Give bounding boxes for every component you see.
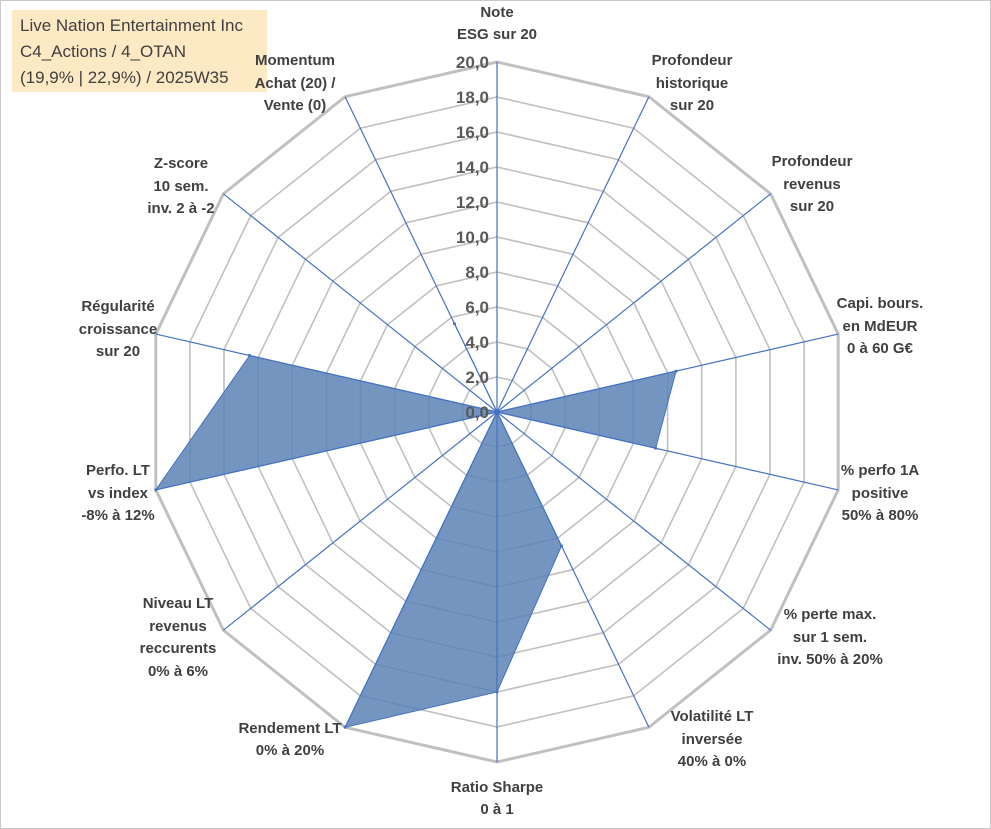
data-point-13 (495, 410, 499, 414)
title-line-category: C4_Actions / 4_OTAN (20, 42, 186, 61)
data-point-5 (654, 446, 658, 450)
data-point-12 (248, 354, 252, 357)
data-point-7 (560, 544, 563, 548)
axis-label-line: 50% à 80% (841, 507, 919, 525)
axis-label-line: Momentum (255, 52, 335, 70)
axis-label-line: Profondeur (771, 153, 853, 171)
axis-label-6: % perte max. sur 1 sem. inv. 50% à 20% (750, 604, 910, 672)
axis-label-line: sur 20 (95, 343, 141, 361)
spoke-9 (344, 411, 498, 728)
axis-label-line: ESG sur 20 (456, 26, 538, 43)
axis-label-line: Volatilité LT (670, 708, 754, 726)
tick-label-6: 12,0 (456, 193, 489, 212)
spoke-12 (155, 333, 498, 413)
tick-label-8: 16,0 (456, 123, 489, 142)
axis-label-line: 40% à 0% (677, 753, 747, 771)
axis-label-line: croissance (78, 320, 158, 338)
axis-label-line: Vente (0) (263, 97, 327, 115)
axis-label-line: Z-score (153, 155, 209, 173)
axis-label-line: Perfo. LT (86, 462, 150, 480)
tick-label-10: 20,0 (456, 53, 489, 72)
axis-label-line: positive (851, 484, 909, 502)
axis-label-line: 0% à 6% (147, 662, 209, 680)
tick-label-5: 10,0 (456, 228, 489, 247)
axis-label-line: % perfo 1A (840, 462, 920, 480)
axis-label-line: sur 20 (789, 198, 835, 216)
tick-label-3: 6,0 (465, 298, 489, 317)
axis-label-8: Ratio Sharpe 0 à 1 (417, 777, 577, 822)
chart-title-box: Live Nation Entertainment Inc C4_Actions… (12, 10, 267, 92)
axis-label-9: Rendement LT 0% à 20% (210, 718, 370, 763)
spoke-3 (496, 193, 771, 413)
tick-label-1: 2,0 (465, 368, 489, 387)
tick-label-7: 14,0 (456, 158, 489, 177)
axis-label-line: historique (655, 74, 729, 92)
axis-label-3: Profondeur revenus sur 20 (732, 151, 892, 219)
axis-label-line: Régularité (81, 298, 155, 316)
tick-label-9: 18,0 (456, 88, 489, 107)
axis-label-line: inv. 2 à -2 (147, 200, 215, 218)
spoke-14 (344, 96, 498, 413)
axis-label-12: Régularité croissance sur 20 (38, 296, 198, 364)
data-point-8 (495, 690, 499, 694)
axis-label-line: 0 à 1 (480, 801, 514, 818)
axis-label-5: % perfo 1A positive 50% à 80% (800, 460, 960, 528)
data-point-9 (343, 725, 347, 729)
axis-label-2: Profondeur historique sur 20 (612, 50, 772, 118)
axis-label-line: Capi. bours. (836, 295, 924, 313)
title-line-company: Live Nation Entertainment Inc (20, 16, 244, 35)
axis-label-line: vs index (87, 484, 149, 502)
axis-label-13: Z-score 10 sem. inv. 2 à -2 (101, 153, 261, 221)
axis-label-line: Niveau LT (142, 595, 214, 612)
axis-label-line: inv. 50% à 20% (777, 651, 883, 669)
title-line-period: (19,9% | 22,9%) / 2025W35 (20, 68, 229, 87)
spoke-2 (496, 96, 650, 413)
axis-label-line: Profondeur (651, 52, 733, 70)
spoke-7 (496, 411, 650, 728)
data-point-4 (674, 369, 678, 373)
axis-label-line: inversée (681, 730, 743, 748)
axis-label-line: en MdEUR (842, 317, 918, 335)
spoke-6 (496, 411, 771, 631)
spoke-10 (223, 411, 498, 631)
axis-label-line: 10 sem. (153, 177, 209, 195)
axis-label-line: -8% à 12% (81, 507, 155, 525)
axis-label-11: Perfo. LT vs index -8% à 12% (38, 460, 198, 528)
axis-label-line: % perte max. (783, 606, 877, 624)
tick-label-0: 0,0 (465, 403, 489, 422)
data-point-14 (453, 322, 456, 326)
tick-label-4: 8,0 (465, 263, 489, 282)
axis-label-4: Capi. bours. en MdEUR 0 à 60 G€ (800, 293, 960, 361)
axis-label-line: sur 1 sem. (792, 628, 868, 646)
axis-label-line: sur 20 (669, 97, 715, 115)
data-point-11 (154, 488, 158, 492)
axis-label-line: 0 à 60 G€ (847, 340, 913, 358)
axis-label-line: Note (480, 3, 514, 21)
axis-label-10: Niveau LT revenus reccurents 0% à 6% (98, 593, 258, 683)
axis-label-14: Momentum Achat (20) / Vente (0) (215, 50, 375, 118)
tick-label-2: 4,0 (465, 333, 489, 352)
axis-label-line: 0% à 20% (255, 742, 325, 759)
axis-label-line: revenus (149, 617, 207, 635)
spoke-11 (155, 411, 498, 491)
axis-label-line: Rendement LT (238, 719, 342, 737)
axis-label-line: Ratio Sharpe (450, 778, 544, 796)
spoke-5 (496, 411, 839, 491)
axis-label-line: Achat (20) / (254, 74, 336, 92)
axis-label-1: Note ESG sur 20 (417, 2, 577, 47)
spoke-13 (223, 193, 498, 413)
axis-label-7: Volatilité LT inversée 40% à 0% (632, 706, 792, 774)
axis-label-line: revenus (783, 175, 841, 193)
spoke-4 (496, 333, 839, 413)
axis-label-line: reccurents (139, 640, 217, 657)
